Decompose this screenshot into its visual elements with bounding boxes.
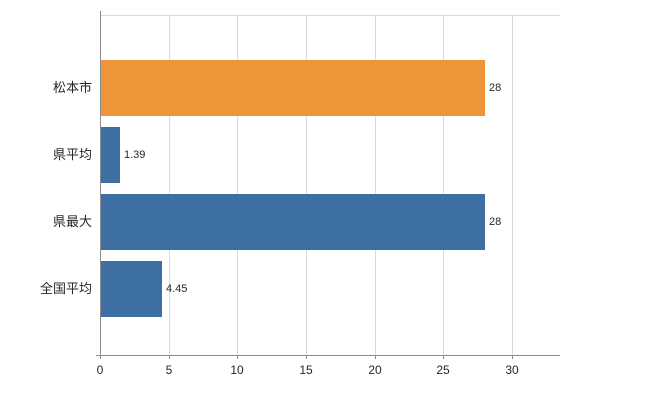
category-label: 県平均 xyxy=(52,147,92,162)
x-tick-mark xyxy=(100,355,101,359)
x-gridline xyxy=(443,15,444,355)
bar-series-item xyxy=(101,194,485,250)
value-label: 28 xyxy=(489,216,502,228)
x-tick-label: 10 xyxy=(230,363,244,377)
x-gridline xyxy=(375,15,376,355)
category-label: 県最大 xyxy=(52,214,92,229)
bar-series-item xyxy=(101,127,120,183)
x-tick-mark xyxy=(306,355,307,359)
category-label: 全国平均 xyxy=(39,281,92,296)
x-tick-label: 20 xyxy=(368,363,382,377)
x-gridline xyxy=(169,15,170,355)
x-gridline xyxy=(237,15,238,355)
x-axis-line xyxy=(96,355,560,356)
plot-top-border xyxy=(100,15,560,16)
x-tick-mark xyxy=(237,355,238,359)
x-tick-label: 5 xyxy=(165,363,173,377)
y-axis-line xyxy=(100,11,101,355)
value-label: 28 xyxy=(489,82,502,94)
x-gridline xyxy=(512,15,513,355)
x-tick-label: 30 xyxy=(505,363,519,377)
x-tick-label: 15 xyxy=(299,363,313,377)
bar-series-item xyxy=(101,60,485,116)
value-label: 4.45 xyxy=(166,283,188,295)
bar-series-item xyxy=(101,261,162,317)
x-tick-mark xyxy=(443,355,444,359)
x-gridline xyxy=(306,15,307,355)
value-label: 1.39 xyxy=(124,149,146,161)
x-tick-mark xyxy=(375,355,376,359)
category-label: 松本市 xyxy=(52,80,92,95)
x-tick-mark xyxy=(169,355,170,359)
x-tick-label: 25 xyxy=(436,363,450,377)
x-tick-label: 0 xyxy=(96,363,104,377)
x-tick-mark xyxy=(512,355,513,359)
